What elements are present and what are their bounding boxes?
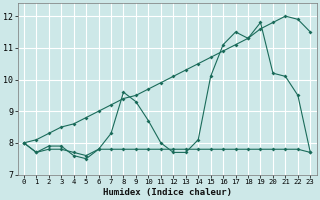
X-axis label: Humidex (Indice chaleur): Humidex (Indice chaleur) bbox=[103, 188, 232, 197]
